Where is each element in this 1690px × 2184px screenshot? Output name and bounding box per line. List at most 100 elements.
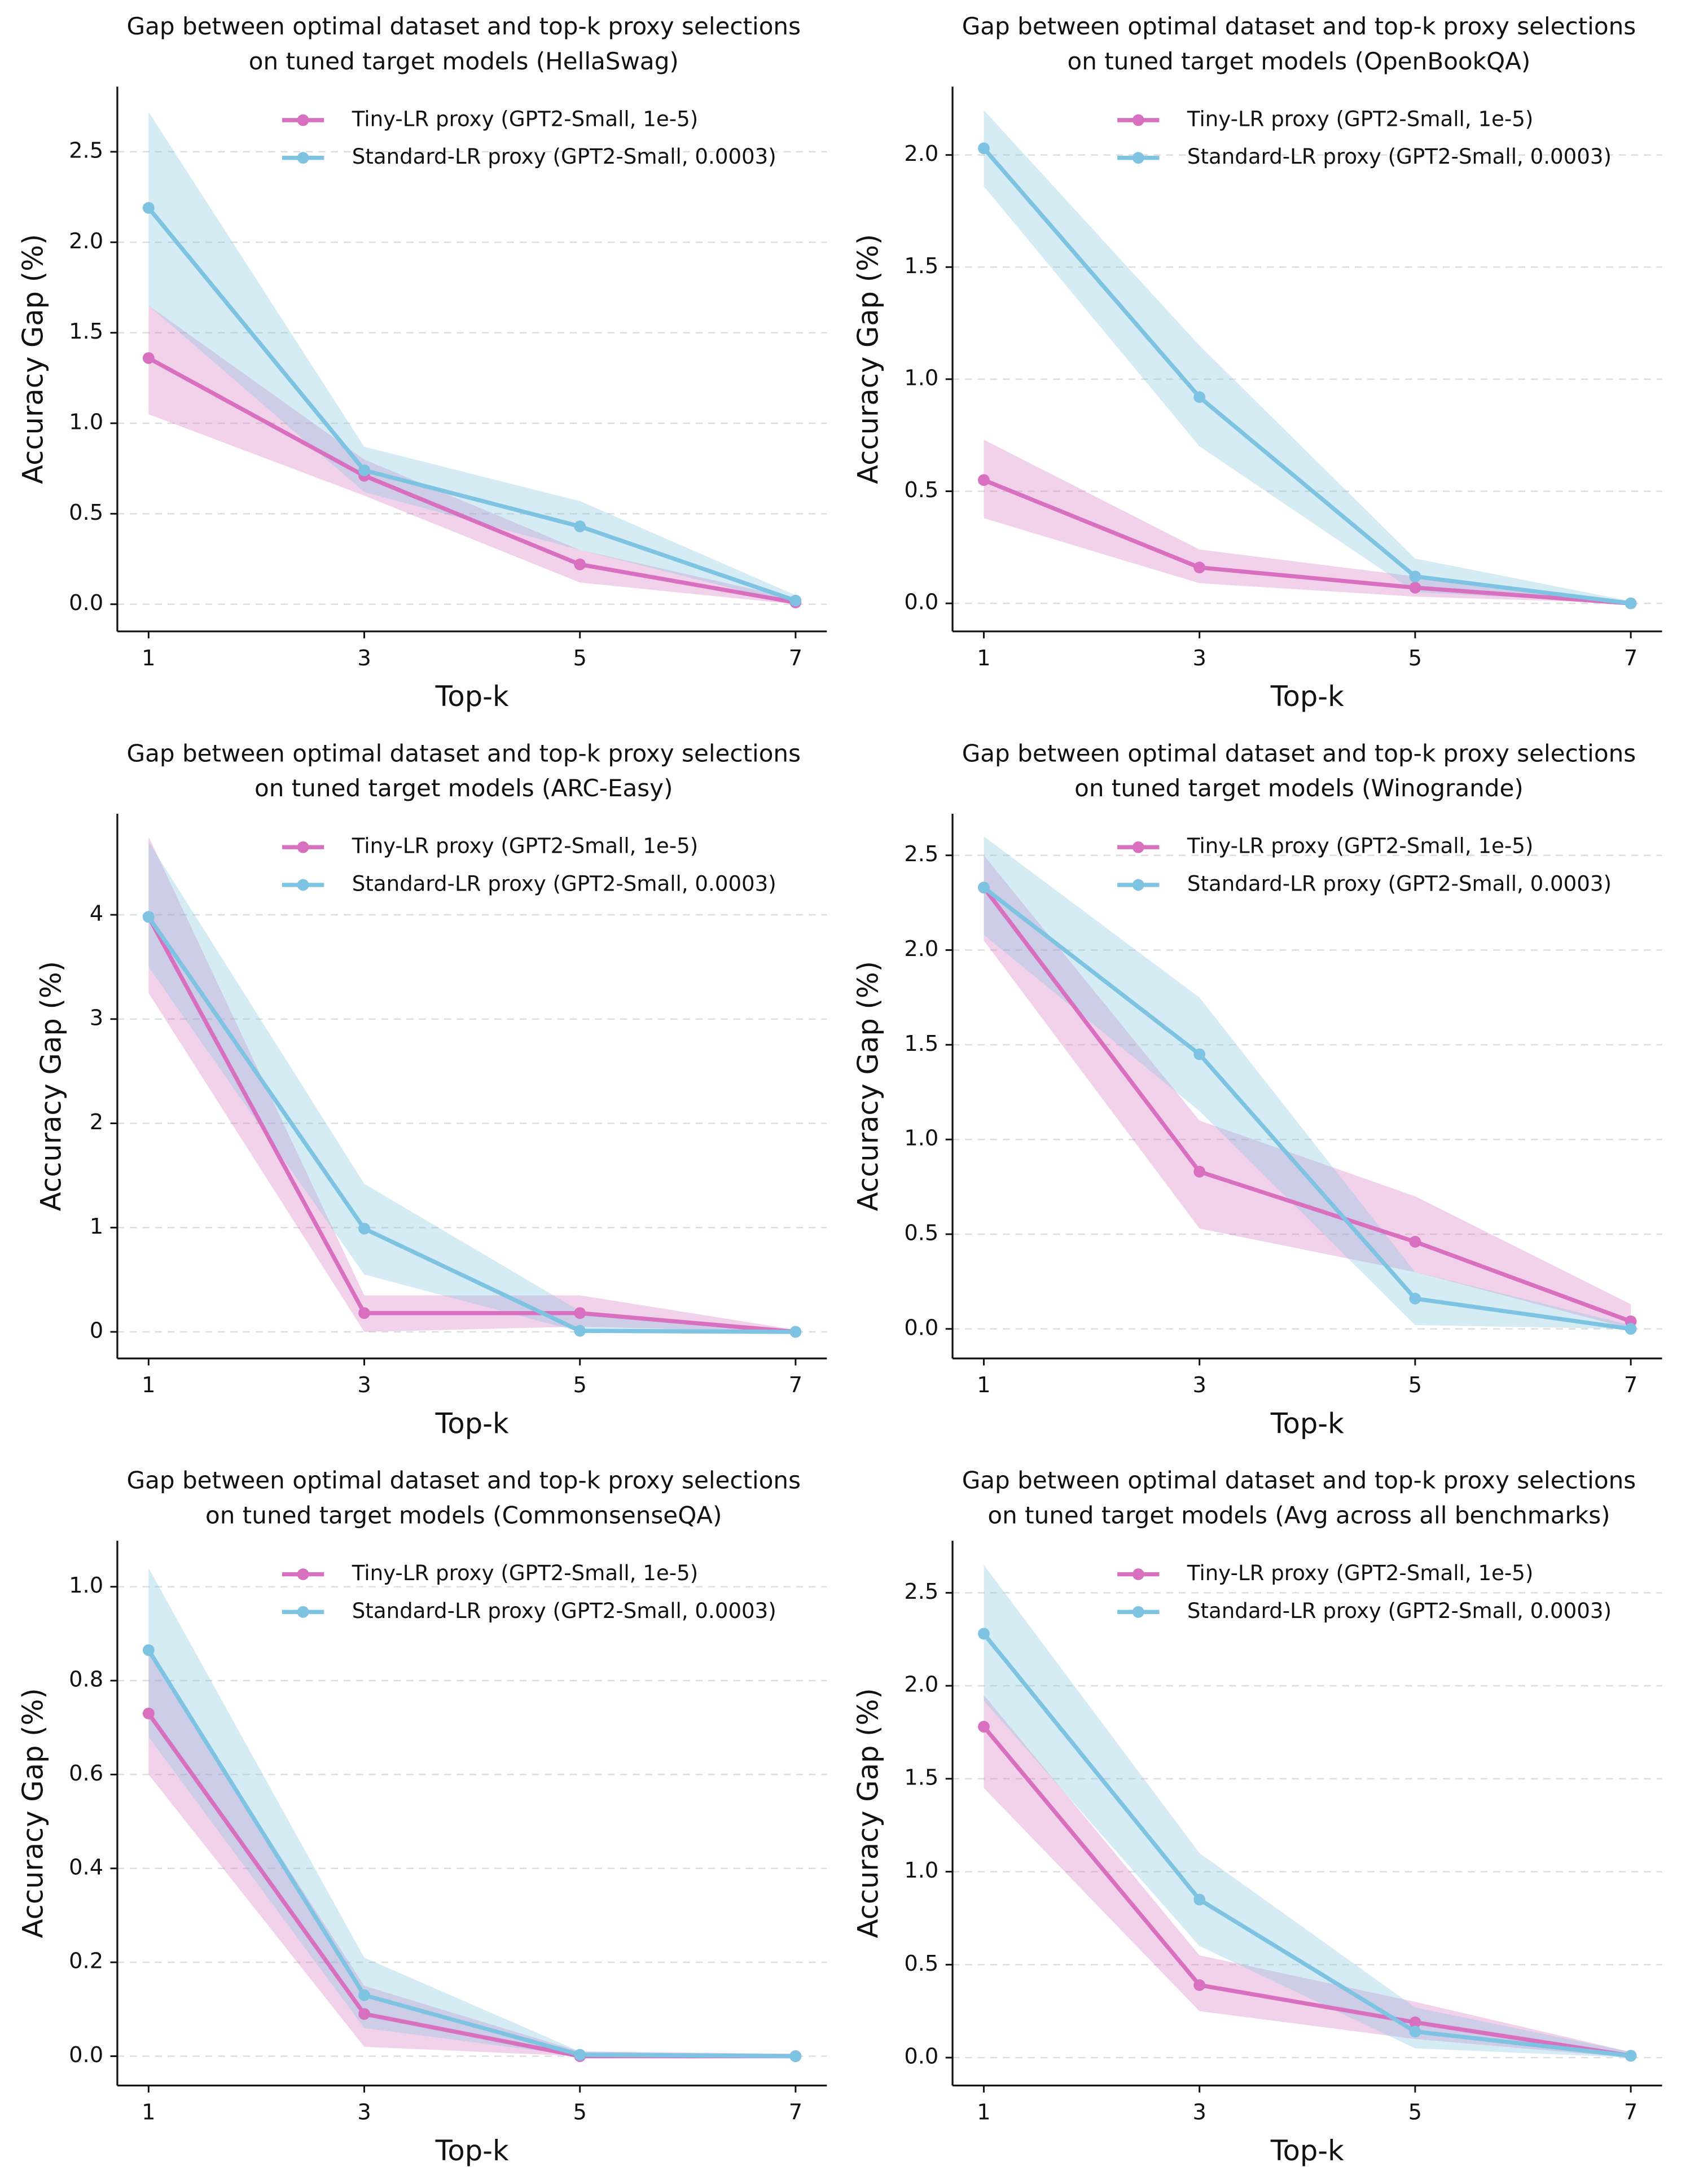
y-tick-label: 2.5 — [69, 138, 103, 163]
point — [1193, 1165, 1206, 1178]
y-tick-label: 2.5 — [904, 1579, 938, 1604]
legend-marker — [1132, 114, 1144, 126]
x-tick-label: 5 — [1408, 646, 1422, 671]
legend-label: Tiny-LR proxy (GPT2-Small, 1e-5) — [352, 1561, 698, 1585]
error-band — [984, 836, 1631, 1329]
y-tick-label: 2.0 — [904, 1672, 938, 1698]
x-axis-label: Top-k — [435, 2134, 509, 2167]
error-band — [984, 110, 1631, 604]
y-tick-label: 0.0 — [904, 2044, 938, 2069]
point — [1193, 1048, 1206, 1060]
x-tick-label: 5 — [573, 646, 587, 671]
y-tick-label: 2.0 — [904, 936, 938, 962]
point — [142, 1644, 155, 1656]
legend-label: Standard-LR proxy (GPT2-Small, 0.0003) — [1187, 1599, 1612, 1623]
point — [1409, 2025, 1421, 2038]
x-tick-label: 7 — [1624, 2099, 1638, 2125]
y-tick-label: 2.0 — [69, 229, 103, 254]
x-tick-label: 1 — [142, 1372, 155, 1398]
y-axis-label: Accuracy Gap (%) — [16, 234, 49, 484]
y-axis-label: Accuracy Gap (%) — [852, 1688, 885, 1938]
point — [1625, 597, 1637, 609]
series-line — [983, 478, 1631, 606]
y-tick-label: 1.0 — [69, 1573, 103, 1598]
y-tick-label: 0.4 — [69, 1854, 103, 1880]
chart-title: Gap between optimal dataset and top-k pr… — [127, 739, 801, 767]
point — [1409, 1235, 1421, 1248]
y-tick-label: 1 — [90, 1214, 103, 1239]
point — [1193, 1893, 1206, 1906]
y-tick-label: 1.0 — [904, 1858, 938, 1883]
point — [358, 464, 370, 476]
y-tick-label: 1.0 — [904, 1126, 938, 1151]
point — [789, 594, 802, 607]
x-tick-label: 7 — [1624, 1372, 1638, 1398]
chart-title: Gap between optimal dataset and top-k pr… — [127, 1467, 801, 1494]
x-tick-label: 3 — [357, 646, 371, 671]
legend-marker — [297, 1568, 309, 1580]
y-tick-label: 1.0 — [904, 365, 938, 391]
y-tick-label: 2.5 — [904, 841, 938, 867]
point — [978, 474, 990, 486]
legend-label: Standard-LR proxy (GPT2-Small, 0.0003) — [1187, 872, 1612, 896]
point — [142, 352, 155, 364]
x-axis-label: Top-k — [435, 1407, 509, 1440]
legend-marker — [1132, 152, 1144, 164]
x-tick-label: 7 — [789, 1372, 802, 1398]
legend-label: Standard-LR proxy (GPT2-Small, 0.0003) — [352, 144, 776, 169]
point — [789, 2050, 802, 2062]
y-tick-label: 1.0 — [69, 409, 103, 435]
error-band — [984, 1564, 1631, 2058]
point — [1625, 1323, 1637, 1335]
x-tick-label: 3 — [1192, 646, 1206, 671]
x-tick-label: 1 — [142, 2099, 155, 2125]
x-tick-label: 7 — [789, 646, 802, 671]
chart-title: on tuned target models (Avg across all b… — [987, 1502, 1610, 1529]
y-tick-label: 0.5 — [904, 1220, 938, 1246]
chart-title: on tuned target models (HellaSwag) — [249, 47, 679, 75]
series-line — [982, 1725, 1631, 2058]
y-tick-label: 2.0 — [904, 141, 938, 166]
legend-marker — [297, 152, 309, 164]
series-line — [147, 1649, 796, 2059]
legend-marker — [1132, 841, 1144, 853]
x-tick-label: 1 — [977, 1372, 990, 1398]
point — [978, 142, 990, 155]
y-tick-label: 0.5 — [904, 1951, 938, 1976]
y-tick-label: 1.5 — [904, 1031, 938, 1056]
x-tick-label: 3 — [357, 2099, 371, 2125]
y-tick-label: 0.2 — [69, 1949, 103, 1974]
point — [574, 1325, 586, 1337]
x-tick-label: 7 — [1624, 646, 1638, 671]
x-tick-label: 5 — [1408, 1372, 1422, 1398]
point — [1625, 2050, 1637, 2062]
legend-marker — [1132, 1568, 1144, 1580]
x-tick-label: 1 — [977, 2099, 990, 2125]
legend-label: Tiny-LR proxy (GPT2-Small, 1e-5) — [352, 107, 698, 131]
x-axis-label: Top-k — [1270, 680, 1344, 713]
point — [978, 1628, 990, 1640]
y-tick-label: 0.6 — [69, 1761, 103, 1786]
y-tick-label: 3 — [90, 1005, 103, 1030]
series-line — [982, 885, 1631, 1331]
x-axis-label: Top-k — [435, 680, 509, 713]
point — [574, 2049, 586, 2061]
legend-label: Tiny-LR proxy (GPT2-Small, 1e-5) — [1187, 107, 1533, 131]
point — [1409, 571, 1421, 582]
y-tick-label: 0.8 — [69, 1667, 103, 1692]
x-axis-label: Top-k — [1270, 2134, 1344, 2167]
legend-label: Tiny-LR proxy (GPT2-Small, 1e-5) — [1187, 834, 1533, 858]
y-axis-label: Accuracy Gap (%) — [16, 1688, 49, 1938]
series-line — [147, 915, 796, 1334]
x-tick-label: 3 — [1192, 2099, 1206, 2125]
point — [1193, 391, 1206, 404]
legend-marker — [1132, 1606, 1144, 1618]
legend-marker — [1132, 879, 1144, 891]
x-tick-label: 1 — [977, 646, 990, 671]
y-tick-label: 1.5 — [904, 1765, 938, 1790]
point — [358, 1989, 370, 2001]
point — [574, 1307, 586, 1319]
error-band — [148, 1568, 796, 2056]
chart-title: Gap between optimal dataset and top-k pr… — [962, 739, 1636, 767]
